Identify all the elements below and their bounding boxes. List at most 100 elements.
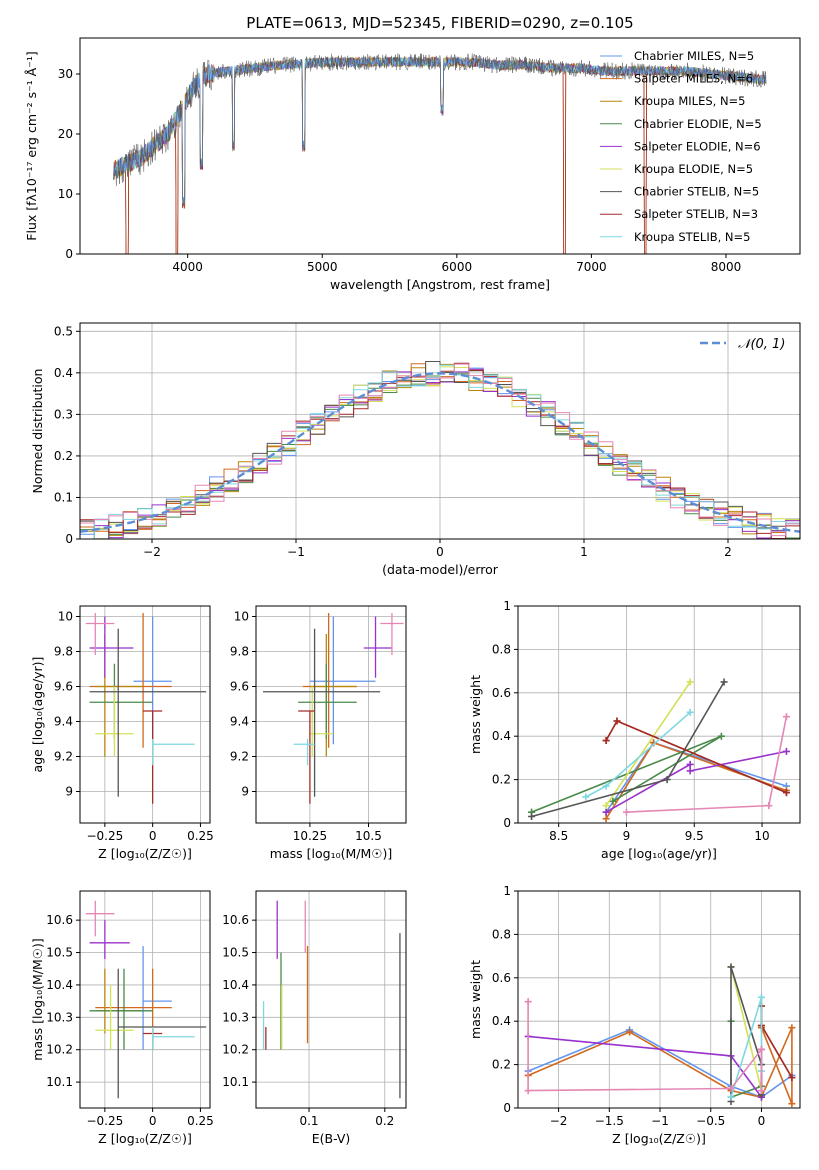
x-tick-label: 6000 [442, 260, 473, 274]
y-tick-label: 10.3 [46, 1010, 73, 1024]
weight-point [782, 747, 790, 755]
weight-point [765, 802, 773, 810]
y-tick-label: 0 [65, 247, 73, 261]
y-axis-label: mass [log₁₀(M/M☉)] [30, 938, 45, 1060]
weight-point [788, 1100, 796, 1108]
x-tick-label: 0.2 [375, 1114, 394, 1128]
x-tick-label: 7000 [576, 260, 607, 274]
y-tick-label: 0.3 [54, 407, 73, 421]
weight-point [524, 1087, 532, 1095]
histogram-series-9 [80, 363, 800, 537]
weight-point [788, 1074, 796, 1082]
y-tick-label: 9.4 [230, 715, 249, 729]
x-tick-label: 10 [754, 829, 769, 843]
panel-age-vs-Z: −0.25 0 0.25 9 9.2 9.4 9.6 9.8 10 Z [log₁₀(Z/Z☉)]… [30, 605, 214, 861]
y-tick-label: 9 [241, 785, 249, 799]
y-tick-label: 10.5 [222, 946, 249, 960]
weight-point [613, 717, 621, 725]
weight-point [602, 737, 610, 745]
y-tick-label: 1 [503, 884, 511, 898]
panel-residuals: 𝒩(0, 1) −2 −1 0 1 2 0 0.1 0.2 0.3 0.4 0.5 (data-mode… [30, 322, 801, 577]
y-tick-label: 10.2 [46, 1043, 73, 1057]
x-tick-label: 0 [149, 1114, 157, 1128]
y-tick-label: 0.4 [54, 366, 73, 380]
figure-title: PLATE=0613, MJD=52345, FIBERID=0290, z=0… [246, 14, 633, 32]
x-tick-label: 0.1 [299, 1114, 318, 1128]
x-tick-label: 8.5 [549, 829, 568, 843]
axes-frame [79, 605, 211, 824]
legend-entry: Salpeter STELIB, N=3 [634, 207, 758, 221]
legend-entry: 𝒩(0, 1) [738, 337, 785, 352]
y-tick-label: 0 [503, 1101, 511, 1115]
x-tick-label: −2 [550, 1114, 568, 1128]
plot-area [528, 678, 790, 823]
y-tick-label: 0.5 [54, 324, 73, 338]
x-tick-label: −0.5 [696, 1114, 725, 1128]
weight-point [782, 713, 790, 721]
weight-point [757, 1045, 765, 1053]
x-tick-label: 2 [724, 545, 732, 559]
axes-frame [255, 890, 407, 1109]
plot-area [263, 613, 404, 804]
weight-point [788, 1024, 796, 1032]
x-tick-label: 0 [436, 545, 444, 559]
y-tick-label: 9.8 [54, 645, 73, 659]
x-axis-label: Z [log₁₀(Z/Z☉)] [98, 1131, 192, 1146]
weight-line-6 [531, 681, 725, 818]
x-tick-label: 10.5 [355, 829, 382, 843]
y-tick-label: 10 [234, 610, 249, 624]
x-tick-label: 0 [149, 829, 157, 843]
panel-mass-vs-Z: −0.25 0 0.25 10.1 10.2 10.3 10.4 10.5 10.6 Z [log… [30, 890, 214, 1146]
y-tick-label: 9.4 [54, 715, 73, 729]
weight-point [686, 767, 694, 775]
y-tick-label: 0.6 [492, 686, 511, 700]
x-tick-label: 5000 [307, 260, 338, 274]
y-tick-label: 0.2 [492, 1058, 511, 1072]
weight-line-3 [730, 1021, 762, 1099]
weight-point [720, 678, 728, 686]
legend-entry: Kroupa MILES, N=5 [634, 94, 746, 108]
x-axis-label: (data-model)/error [382, 562, 499, 577]
x-tick-label: 0.25 [187, 1114, 214, 1128]
histogram-series-8 [80, 364, 800, 539]
panel-massweight-vs-Z: −2 −1.5 −1 −0.5 0 0 0.2 0.4 0.6 0.8 1 Z [log₁₀(Z/Z☉… [468, 884, 801, 1146]
weight-point [686, 708, 694, 716]
y-axis-label: Flux [fλ10⁻¹⁷ erg cm⁻² s⁻¹ Å⁻¹] [24, 51, 39, 240]
y-axis-label: age [log₁₀(age/yr)] [30, 657, 45, 773]
y-tick-label: 10.4 [222, 978, 249, 992]
weight-point [757, 1087, 765, 1095]
x-axis-label: age [log₁₀(age/yr)] [601, 846, 717, 861]
legend-entry: Kroupa STELIB, N=5 [634, 230, 751, 244]
x-tick-label: −0.25 [86, 1114, 123, 1128]
weight-line-0 [605, 741, 787, 813]
y-axis-label: mass weight [468, 960, 483, 1039]
panel-spectrum: Chabrier MILES, N=5 Salpeter MILES, N=6 Kr… [24, 37, 801, 292]
axes-frame [255, 605, 407, 824]
legend-entry: Chabrier ELODIE, N=5 [634, 117, 762, 131]
y-tick-label: 0.1 [54, 490, 73, 504]
weight-point [626, 1028, 634, 1036]
legend-entry: Salpeter MILES, N=6 [634, 72, 753, 86]
x-tick-label: −1 [287, 545, 305, 559]
gaussian-curve [80, 372, 800, 533]
spectrum-series-0 [113, 56, 767, 202]
x-axis-label: Z [log₁₀(Z/Z☉)] [98, 846, 192, 861]
weight-point [757, 993, 765, 1001]
weight-point [663, 776, 671, 784]
y-tick-label: 0.8 [492, 927, 511, 941]
plot-area [85, 613, 207, 804]
weight-point [582, 793, 590, 801]
axes-frame [79, 37, 801, 255]
y-tick-label: 9.2 [54, 750, 73, 764]
y-tick-label: 9 [65, 785, 73, 799]
y-tick-label: 10 [58, 187, 73, 201]
spectrum-series-6 [113, 53, 767, 206]
x-axis-label: E(B-V) [312, 1131, 351, 1146]
y-tick-label: 30 [58, 67, 73, 81]
y-tick-label: 9.6 [54, 680, 73, 694]
plot-area [85, 900, 207, 1099]
axes-frame [517, 890, 801, 1109]
y-tick-label: 10.1 [222, 1075, 249, 1089]
y-tick-label: 20 [58, 127, 73, 141]
